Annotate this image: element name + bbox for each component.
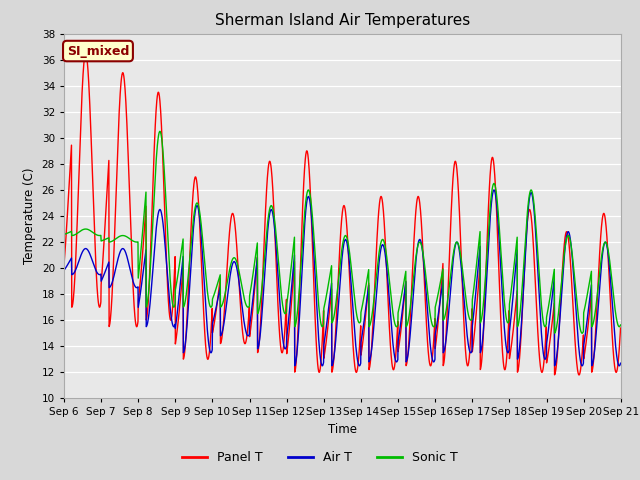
Panel T (575, 372, 583, 378)
Sonic T (60, 231, 68, 237)
Air T (568, 250, 575, 255)
Panel T (504, 331, 512, 336)
Sonic T (156, 129, 164, 134)
Panel T (371, 286, 378, 292)
Air T (60, 267, 68, 273)
Air T (490, 187, 498, 193)
Sonic T (371, 290, 378, 296)
Line: Panel T: Panel T (64, 53, 621, 375)
Air T (319, 363, 326, 369)
Air T (358, 330, 366, 336)
Line: Air T: Air T (64, 190, 621, 366)
Sonic T (504, 320, 512, 325)
Air T (215, 289, 223, 295)
Panel T (584, 330, 591, 336)
Sonic T (358, 302, 366, 308)
Panel T (82, 50, 90, 56)
Air T (371, 314, 378, 320)
Air T (504, 349, 512, 355)
Panel T (617, 325, 625, 331)
Legend: Panel T, Air T, Sonic T: Panel T, Air T, Sonic T (177, 446, 463, 469)
Sonic T (568, 246, 575, 252)
Y-axis label: Temperature (C): Temperature (C) (23, 168, 36, 264)
Line: Sonic T: Sonic T (64, 132, 621, 333)
Panel T (60, 262, 68, 268)
Sonic T (579, 330, 586, 336)
X-axis label: Time: Time (328, 423, 357, 436)
Sonic T (216, 275, 223, 280)
Air T (584, 316, 591, 322)
Text: SI_mixed: SI_mixed (67, 45, 129, 58)
Title: Sherman Island Air Temperatures: Sherman Island Air Temperatures (215, 13, 470, 28)
Panel T (358, 341, 366, 347)
Sonic T (617, 322, 625, 328)
Panel T (568, 277, 575, 283)
Sonic T (584, 292, 591, 298)
Air T (617, 360, 625, 366)
Panel T (216, 282, 223, 288)
